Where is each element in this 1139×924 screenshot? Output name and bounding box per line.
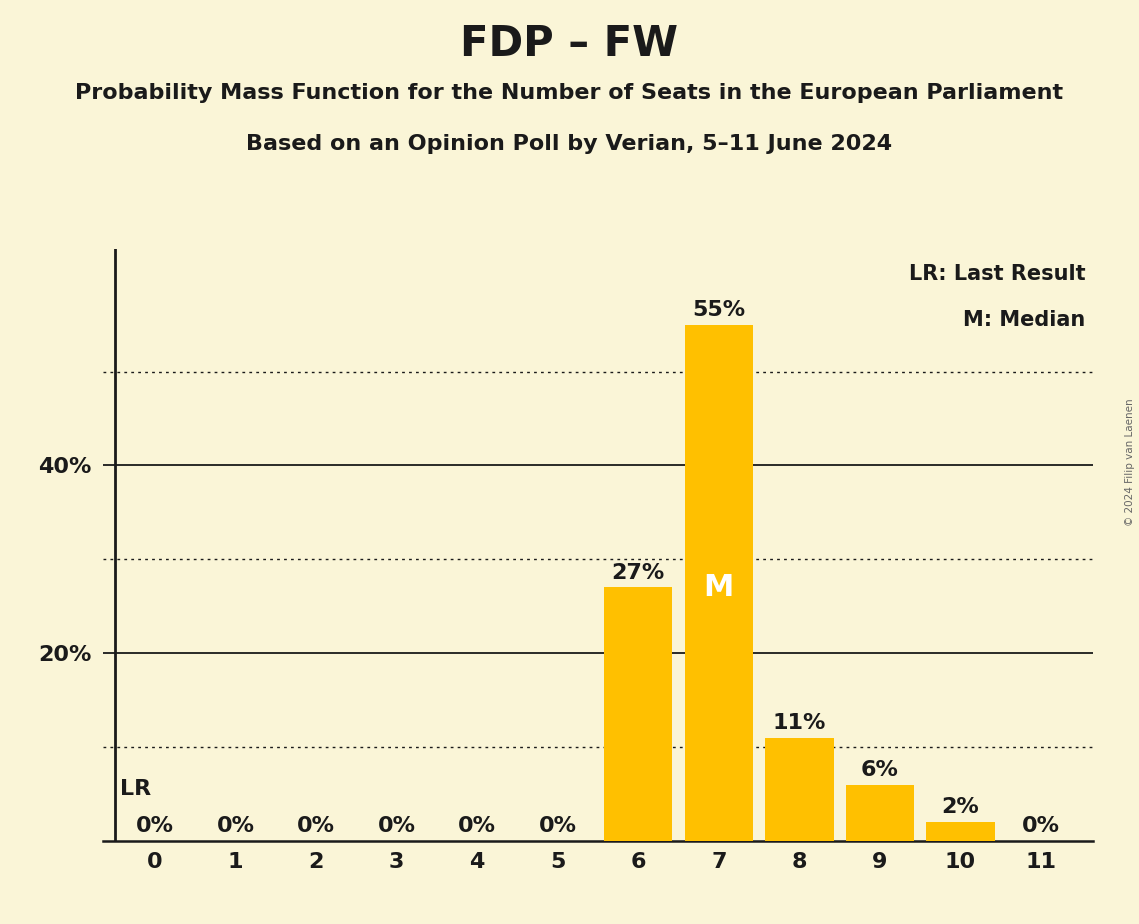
Text: M: Median: M: Median — [964, 310, 1085, 331]
Text: LR: Last Result: LR: Last Result — [909, 263, 1085, 284]
Bar — [685, 324, 753, 841]
Text: 0%: 0% — [458, 816, 497, 836]
Text: M: M — [704, 573, 734, 602]
Text: FDP – FW: FDP – FW — [460, 23, 679, 65]
Bar — [845, 784, 915, 841]
Text: Based on an Opinion Poll by Verian, 5–11 June 2024: Based on an Opinion Poll by Verian, 5–11… — [246, 134, 893, 154]
Bar — [765, 737, 834, 841]
Text: 0%: 0% — [1022, 816, 1060, 836]
Text: © 2024 Filip van Laenen: © 2024 Filip van Laenen — [1125, 398, 1134, 526]
Text: 6%: 6% — [861, 760, 899, 780]
Text: 27%: 27% — [612, 563, 665, 583]
Bar — [926, 822, 994, 841]
Text: Probability Mass Function for the Number of Seats in the European Parliament: Probability Mass Function for the Number… — [75, 83, 1064, 103]
Text: 55%: 55% — [693, 300, 745, 320]
Text: 0%: 0% — [377, 816, 416, 836]
Bar — [604, 588, 672, 841]
Text: 2%: 2% — [942, 797, 980, 818]
Text: 0%: 0% — [136, 816, 174, 836]
Text: 11%: 11% — [772, 713, 826, 733]
Text: 0%: 0% — [539, 816, 576, 836]
Text: 0%: 0% — [297, 816, 335, 836]
Text: LR: LR — [121, 779, 151, 798]
Text: 0%: 0% — [216, 816, 254, 836]
